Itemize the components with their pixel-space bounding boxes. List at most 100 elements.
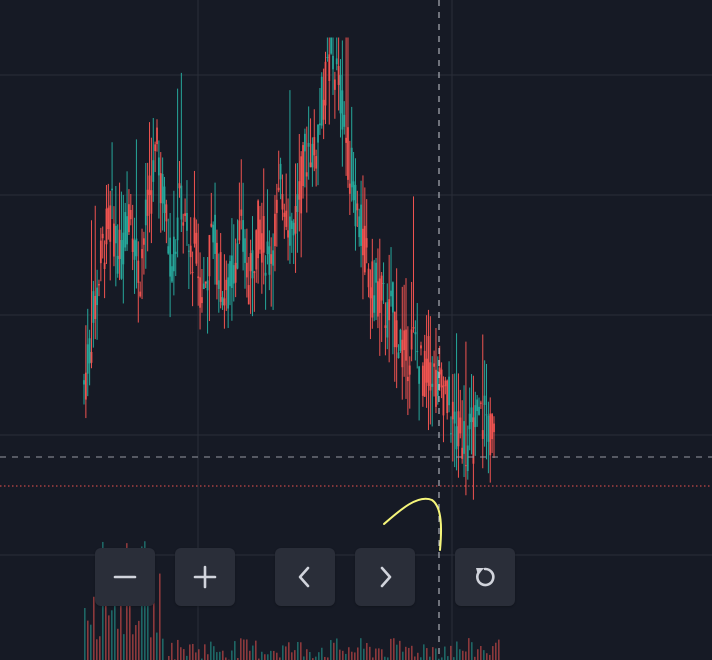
volume-bar xyxy=(108,615,110,660)
candle-body xyxy=(330,37,333,54)
candle-body xyxy=(463,421,465,454)
candle-body xyxy=(94,295,97,320)
freehand-drawing[interactable] xyxy=(383,497,442,551)
candle-body xyxy=(433,363,435,367)
candle-body xyxy=(152,160,155,182)
candle-body xyxy=(187,250,190,252)
candle-body xyxy=(116,255,119,274)
volume-bar xyxy=(348,647,350,660)
candle-body xyxy=(245,262,248,278)
candle-body xyxy=(193,217,196,244)
volume-bar xyxy=(453,657,455,660)
candle-body xyxy=(453,411,456,424)
volume-bar xyxy=(483,650,485,660)
candle-body xyxy=(326,56,329,58)
candle-body xyxy=(472,417,475,464)
volume-bar xyxy=(171,642,173,660)
minus-icon xyxy=(113,575,137,579)
volume-bar xyxy=(492,646,494,660)
candle-body xyxy=(421,365,424,396)
candle-body xyxy=(457,411,460,447)
scroll-right-button[interactable]: Scroll to the right xyxy=(355,548,415,606)
volume-bar xyxy=(399,640,401,660)
candle-body xyxy=(182,222,185,226)
volume-bar xyxy=(288,642,290,660)
candle-body xyxy=(382,283,385,285)
candle-body xyxy=(206,280,209,291)
volume-bar xyxy=(117,628,119,660)
candle-body xyxy=(332,55,334,70)
candle-body xyxy=(172,236,175,272)
candle-body xyxy=(354,184,357,227)
reset-view-button[interactable]: Reset chart view xyxy=(455,548,515,606)
volume-bar xyxy=(333,642,335,660)
volume-bar xyxy=(435,648,437,660)
candle-body xyxy=(96,287,99,306)
candle-body xyxy=(150,190,153,214)
volume-bar xyxy=(390,638,392,660)
volume-bar xyxy=(294,650,296,660)
candle-body xyxy=(451,401,454,420)
candle-body xyxy=(461,447,464,459)
volume-bar xyxy=(411,645,413,660)
volume-bar xyxy=(327,657,329,660)
candle-body xyxy=(320,76,323,126)
candle-body xyxy=(180,185,183,220)
candle-body xyxy=(317,124,319,143)
candle-body xyxy=(124,212,127,248)
volume-bar xyxy=(213,646,215,660)
candle-body xyxy=(131,238,134,252)
candle-body xyxy=(201,297,203,304)
scroll-left-button[interactable]: Scroll to the left xyxy=(275,548,335,606)
candle-body xyxy=(212,224,215,243)
volume-bar xyxy=(381,649,383,660)
volume-bar xyxy=(402,651,404,660)
candle-body xyxy=(289,216,291,246)
candle-body xyxy=(86,344,89,374)
candle-body xyxy=(272,250,274,266)
candle-body xyxy=(277,187,280,191)
candle-body xyxy=(307,142,310,147)
volume-bar xyxy=(84,608,86,660)
volume-bar xyxy=(489,654,491,660)
candle-body xyxy=(251,250,254,279)
candle-body xyxy=(292,222,295,236)
zoom-out-button[interactable]: Zoom out xyxy=(95,548,155,606)
candle-body xyxy=(247,285,250,305)
candle-body xyxy=(139,291,142,297)
candle-body xyxy=(440,369,443,388)
volume-bar xyxy=(420,657,422,660)
candle-body xyxy=(283,212,286,217)
candle-body xyxy=(296,194,299,212)
candle-body xyxy=(230,255,233,289)
volume-bar xyxy=(438,658,440,660)
candle-body xyxy=(259,219,261,250)
candle-body xyxy=(126,216,128,245)
candle-body xyxy=(287,230,289,238)
volume-bar xyxy=(285,646,287,660)
candle-body xyxy=(186,212,188,231)
candle-body xyxy=(493,423,495,433)
reset-icon xyxy=(476,567,495,587)
volume-bar xyxy=(138,620,140,660)
candle-body xyxy=(406,376,409,382)
volume-bar xyxy=(246,639,248,660)
volume-bar xyxy=(465,651,467,660)
volume-bar xyxy=(219,651,221,660)
zoom-in-button[interactable]: Zoom in xyxy=(175,548,235,606)
volume-bar xyxy=(408,647,410,660)
candle-body xyxy=(103,262,106,270)
candle-body xyxy=(129,209,132,220)
candle-body xyxy=(294,206,297,234)
candle-body xyxy=(270,254,273,264)
candle-body xyxy=(405,329,407,361)
candle-body xyxy=(274,213,276,247)
candle-body xyxy=(184,213,186,216)
candle-body xyxy=(373,295,376,313)
candle-body xyxy=(313,137,316,156)
candle-body xyxy=(309,162,312,168)
candle-body xyxy=(133,240,136,260)
candle-body xyxy=(465,465,467,467)
candle-body xyxy=(345,137,348,143)
candle-body xyxy=(189,245,192,258)
